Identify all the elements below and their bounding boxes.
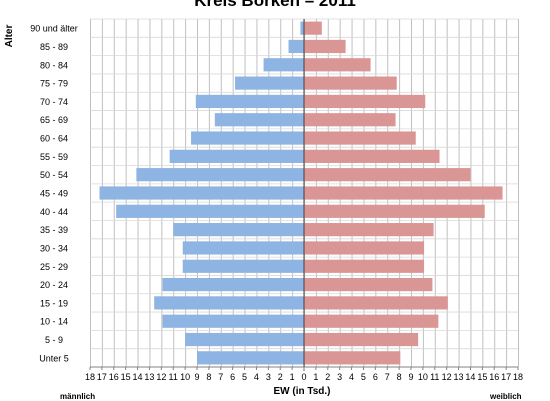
x-tick-label: 14 <box>133 372 143 382</box>
category-label: 20 - 24 <box>40 280 68 290</box>
x-tick-label: 2 <box>278 372 283 382</box>
male-bar <box>162 277 304 292</box>
x-tick-label: 4 <box>254 372 259 382</box>
x-tick-label: 4 <box>349 372 354 382</box>
female-bar <box>304 131 416 145</box>
x-tick-label: 2 <box>325 372 330 382</box>
x-tick-label: 13 <box>454 372 464 382</box>
x-tick-label: 14 <box>465 372 475 382</box>
category-label: 50 - 54 <box>40 170 68 180</box>
male-bar <box>173 223 304 237</box>
category-label: 40 - 44 <box>40 207 68 217</box>
x-tick-label: 17 <box>97 372 107 382</box>
male-bar <box>191 131 304 145</box>
category-label: 70 - 74 <box>40 97 68 107</box>
female-bar <box>304 241 425 255</box>
x-tick-label: 13 <box>144 372 154 382</box>
x-tick-label: 12 <box>442 372 452 382</box>
x-tick-label: 18 <box>513 372 523 382</box>
category-label: 60 - 64 <box>40 134 68 144</box>
male-bar <box>182 241 304 255</box>
x-tick-label: 5 <box>242 372 247 382</box>
female-bar <box>304 332 419 347</box>
x-tick-label: 1 <box>290 372 295 382</box>
male-bar <box>116 204 305 218</box>
female-bar <box>304 223 434 237</box>
male-bar <box>263 58 304 72</box>
female-bar <box>304 314 439 328</box>
male-bar <box>154 296 304 310</box>
category-label: 10 - 14 <box>40 317 68 327</box>
female-side-label: weiblich <box>490 392 522 401</box>
x-tick-label: 16 <box>489 372 499 382</box>
category-label: 25 - 29 <box>40 262 68 272</box>
category-label: 45 - 49 <box>40 189 68 199</box>
category-label: 5 - 9 <box>45 335 63 345</box>
x-tick-label: 15 <box>477 372 487 382</box>
male-bar <box>136 168 304 182</box>
male-bar <box>288 39 304 54</box>
male-bar <box>195 94 304 109</box>
female-bar <box>304 296 448 310</box>
male-side-label: männlich <box>60 392 96 401</box>
female-bar <box>304 21 322 35</box>
x-tick-label: 11 <box>430 372 439 382</box>
male-bar <box>169 149 304 163</box>
female-bar <box>304 204 485 218</box>
x-tick-label: 11 <box>169 372 178 382</box>
male-bar <box>235 76 304 90</box>
x-tick-label: 0 <box>301 372 306 382</box>
male-bar <box>162 314 304 328</box>
x-tick-label: 10 <box>180 372 190 382</box>
female-bar <box>304 149 440 163</box>
female-bar <box>304 94 426 109</box>
female-bar <box>304 168 471 182</box>
chart-title: Kreis Borken – 2011 <box>194 0 356 10</box>
x-axis-label: EW (in Tsd.) <box>273 386 331 397</box>
category-label: 15 - 19 <box>40 298 68 308</box>
x-tick-label: 9 <box>194 372 199 382</box>
x-tick-label: 10 <box>418 372 428 382</box>
x-tick-label: 8 <box>397 372 402 382</box>
category-label: 65 - 69 <box>40 115 68 125</box>
x-tick-label: 16 <box>109 372 119 382</box>
female-bar <box>304 58 371 72</box>
female-bar <box>304 76 397 90</box>
male-bar <box>300 21 304 35</box>
x-tick-label: 7 <box>218 372 223 382</box>
male-bar <box>182 259 304 273</box>
male-bar <box>214 113 304 127</box>
category-label: 90 und älter <box>30 24 78 34</box>
female-bar <box>304 113 396 127</box>
x-tick-label: 1 <box>313 372 318 382</box>
x-tick-label: 15 <box>121 372 131 382</box>
female-bar <box>304 277 433 292</box>
female-bar <box>304 186 503 200</box>
category-label: Unter 5 <box>39 353 69 363</box>
x-tick-label: 6 <box>373 372 378 382</box>
female-bar <box>304 351 401 365</box>
category-label: 30 - 34 <box>40 243 68 253</box>
female-bar <box>304 259 425 273</box>
x-tick-label: 17 <box>501 372 511 382</box>
male-bar <box>197 351 304 365</box>
x-tick-label: 6 <box>230 372 235 382</box>
category-label: 80 - 84 <box>40 60 68 70</box>
x-tick-label: 7 <box>385 372 390 382</box>
category-label: 55 - 59 <box>40 152 68 162</box>
x-tick-label: 3 <box>337 372 342 382</box>
x-tick-label: 3 <box>266 372 271 382</box>
x-tick-label: 5 <box>361 372 366 382</box>
male-bar <box>99 186 304 200</box>
female-bar <box>304 39 346 54</box>
x-tick-label: 9 <box>408 372 413 382</box>
category-label: 75 - 79 <box>40 79 68 89</box>
category-label: 85 - 89 <box>40 42 68 52</box>
x-tick-label: 18 <box>85 372 95 382</box>
male-bar <box>185 332 304 347</box>
x-tick-label: 8 <box>206 372 211 382</box>
x-tick-label: 12 <box>156 372 166 382</box>
category-label: 35 - 39 <box>40 225 68 235</box>
